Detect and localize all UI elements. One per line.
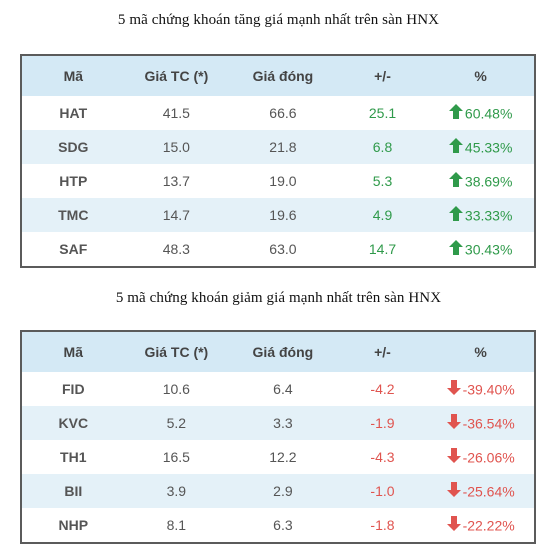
ref-price: 14.7: [124, 198, 229, 232]
percent-value: 30.43%: [464, 241, 513, 258]
stock-code: SAF: [21, 232, 125, 267]
arrow-up-icon: [448, 138, 463, 156]
price-change: -4.3: [337, 440, 428, 474]
close-price: 19.0: [228, 164, 338, 198]
table-row: HTP 13.7 19.0 5.3 38.69%: [21, 164, 535, 198]
stock-code: FID: [21, 372, 125, 406]
arrow-down-icon: [446, 482, 461, 500]
percent-value: 33.33%: [464, 207, 513, 224]
table-row: FID 10.6 6.4 -4.2 -39.40%: [21, 372, 535, 406]
close-price: 6.4: [228, 372, 338, 406]
percent-value: -22.22%: [462, 517, 515, 534]
header-change: +/-: [337, 55, 428, 96]
close-price: 63.0: [228, 232, 338, 267]
table-row: TH1 16.5 12.2 -4.3 -26.06%: [21, 440, 535, 474]
header-ref-price: Giá TC (*): [124, 55, 229, 96]
stock-code: KVC: [21, 406, 125, 440]
percent-change: -36.54%: [427, 406, 535, 440]
close-price: 66.6: [228, 96, 338, 130]
header-code: Mã: [21, 55, 125, 96]
close-price: 3.3: [228, 406, 338, 440]
table-row: NHP 8.1 6.3 -1.8 -22.22%: [21, 508, 535, 543]
price-change: -1.8: [337, 508, 428, 543]
arrow-up-icon: [448, 240, 463, 258]
percent-change: 33.33%: [427, 198, 535, 232]
ref-price: 13.7: [124, 164, 229, 198]
arrow-down-icon: [446, 380, 461, 398]
table-row: SAF 48.3 63.0 14.7 30.43%: [21, 232, 535, 267]
percent-change: 30.43%: [427, 232, 535, 267]
header-close-price: Giá đóng: [228, 331, 338, 372]
percent-value: -26.06%: [462, 449, 515, 466]
close-price: 12.2: [228, 440, 338, 474]
percent-change: 60.48%: [427, 96, 535, 130]
close-price: 19.6: [228, 198, 338, 232]
table-row: SDG 15.0 21.8 6.8 45.33%: [21, 130, 535, 164]
percent-change: -22.22%: [427, 508, 535, 543]
price-change: 14.7: [337, 232, 428, 267]
close-price: 6.3: [228, 508, 338, 543]
price-change: 4.9: [337, 198, 428, 232]
arrow-up-icon: [448, 206, 463, 224]
ref-price: 16.5: [124, 440, 229, 474]
stock-code: TH1: [21, 440, 125, 474]
price-change: 5.3: [337, 164, 428, 198]
header-percent: %: [427, 55, 535, 96]
percent-change: -26.06%: [427, 440, 535, 474]
header-percent: %: [427, 331, 535, 372]
header-close-price: Giá đóng: [228, 55, 338, 96]
percent-change: 45.33%: [427, 130, 535, 164]
price-change: 25.1: [337, 96, 428, 130]
table-row: KVC 5.2 3.3 -1.9 -36.54%: [21, 406, 535, 440]
percent-value: -39.40%: [462, 381, 515, 398]
arrow-down-icon: [446, 448, 461, 466]
arrow-up-icon: [448, 172, 463, 190]
ref-price: 8.1: [124, 508, 229, 543]
ref-price: 3.9: [124, 474, 229, 508]
stock-code: SDG: [21, 130, 125, 164]
losers-body: FID 10.6 6.4 -4.2 -39.40% KVC 5.2 3.3 -1.9 -36.54…: [21, 372, 535, 543]
ref-price: 10.6: [124, 372, 229, 406]
table-row: TMC 14.7 19.6 4.9 33.33%: [21, 198, 535, 232]
percent-value: 38.69%: [464, 173, 513, 190]
table-row: HAT 41.5 66.6 25.1 60.48%: [21, 96, 535, 130]
stock-code: TMC: [21, 198, 125, 232]
percent-change: -39.40%: [427, 372, 535, 406]
table-row: BII 3.9 2.9 -1.0 -25.64%: [21, 474, 535, 508]
gainers-header-row: Mã Giá TC (*) Giá đóng +/- %: [21, 55, 535, 96]
gainers-title: 5 mã chứng khoán tăng giá mạnh nhất trên…: [117, 12, 440, 28]
percent-value: 60.48%: [464, 105, 513, 122]
ref-price: 5.2: [124, 406, 229, 440]
percent-change: 38.69%: [427, 164, 535, 198]
losers-title: 5 mã chứng khoán giảm giá mạnh nhất trên…: [115, 290, 442, 306]
price-change: -1.9: [337, 406, 428, 440]
arrow-down-icon: [446, 516, 461, 534]
percent-change: -25.64%: [427, 474, 535, 508]
header-change: +/-: [337, 331, 428, 372]
gainers-table: Mã Giá TC (*) Giá đóng +/- % HAT 41.5 66.6…: [20, 54, 536, 268]
losers-header-row: Mã Giá TC (*) Giá đóng +/- %: [21, 331, 535, 372]
gainers-body: HAT 41.5 66.6 25.1 60.48% SDG 15.0 21.8 6.8 45.33…: [21, 96, 535, 267]
stock-code: BII: [21, 474, 125, 508]
ref-price: 15.0: [124, 130, 229, 164]
price-change: -1.0: [337, 474, 428, 508]
losers-table: Mã Giá TC (*) Giá đóng +/- % FID 10.6 6.4-…: [20, 330, 536, 544]
price-change: -4.2: [337, 372, 428, 406]
header-ref-price: Giá TC (*): [124, 331, 229, 372]
close-price: 21.8: [228, 130, 338, 164]
stock-code: HTP: [21, 164, 125, 198]
price-change: 6.8: [337, 130, 428, 164]
percent-value: 45.33%: [464, 139, 513, 156]
percent-value: -25.64%: [462, 483, 515, 500]
header-code: Mã: [21, 331, 125, 372]
close-price: 2.9: [228, 474, 338, 508]
stock-code: HAT: [21, 96, 125, 130]
arrow-down-icon: [446, 414, 461, 432]
ref-price: 48.3: [124, 232, 229, 267]
ref-price: 41.5: [124, 96, 229, 130]
stock-code: NHP: [21, 508, 125, 543]
arrow-up-icon: [448, 104, 463, 122]
percent-value: -36.54%: [462, 415, 515, 432]
